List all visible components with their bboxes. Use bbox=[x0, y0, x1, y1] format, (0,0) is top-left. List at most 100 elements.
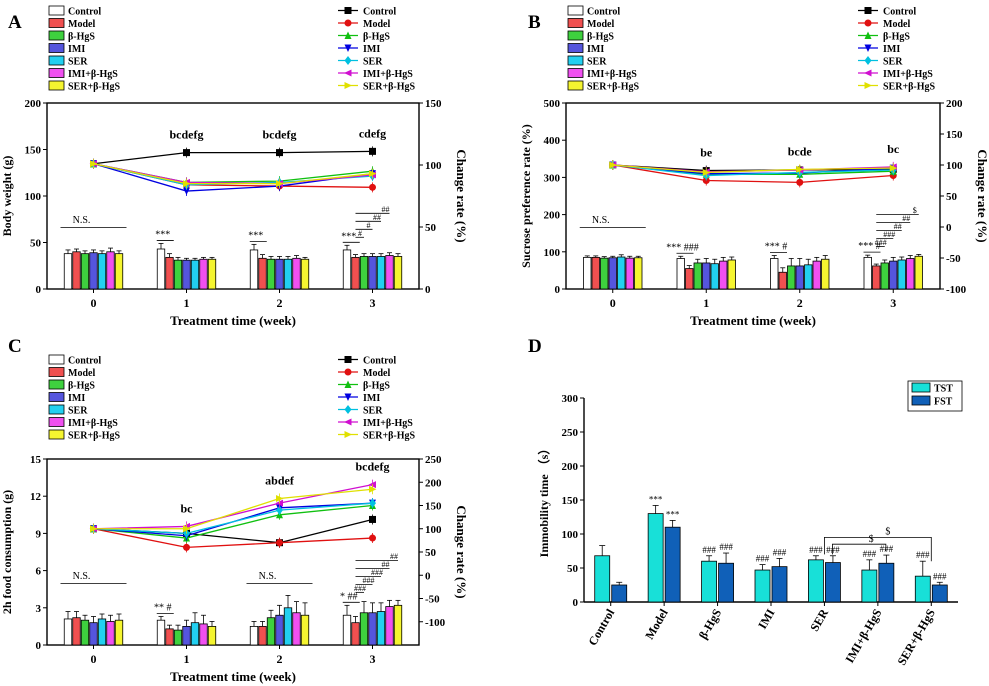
y-tick-label: 250 bbox=[562, 427, 579, 439]
bar-annotation: *** bbox=[155, 229, 170, 240]
bar bbox=[182, 259, 191, 290]
bar-annotation: ### bbox=[880, 544, 894, 554]
line-point bbox=[889, 164, 898, 172]
bar bbox=[878, 562, 895, 603]
bar-annotation: N.S. bbox=[73, 571, 91, 582]
bar bbox=[342, 249, 352, 290]
bar bbox=[292, 257, 301, 290]
bar-annotation: N.S. bbox=[592, 215, 610, 226]
bar-annotation: ### bbox=[756, 554, 770, 564]
bar bbox=[880, 262, 889, 290]
legend-label: SER+β-HgS bbox=[68, 82, 121, 93]
legend-marker bbox=[344, 44, 352, 52]
series-line bbox=[93, 528, 373, 549]
legend-marker bbox=[344, 368, 352, 376]
bar bbox=[283, 607, 293, 646]
legend-label: SER+β-HgS bbox=[68, 431, 121, 442]
bar bbox=[342, 614, 352, 646]
y2-tick-label: 50 bbox=[425, 222, 437, 234]
bar bbox=[863, 256, 872, 290]
legend-label: IMI+β-HgS bbox=[883, 69, 933, 80]
bar bbox=[889, 260, 898, 290]
legend-label: IMI+β-HgS bbox=[68, 69, 118, 80]
line-point bbox=[369, 170, 377, 178]
legend-swatch bbox=[48, 18, 65, 28]
line-point bbox=[796, 165, 804, 173]
legend-swatch bbox=[48, 5, 65, 16]
bar bbox=[80, 619, 90, 646]
y2-tick-label: 50 bbox=[425, 547, 437, 559]
sig-bracket bbox=[824, 537, 932, 562]
series-line bbox=[612, 164, 894, 174]
legend-label: β-HgS bbox=[883, 32, 910, 43]
y2-tick-label: 150 bbox=[425, 501, 442, 513]
legend-swatch bbox=[911, 382, 931, 393]
bar-annotation: *** bbox=[341, 231, 356, 242]
bar bbox=[625, 257, 634, 290]
hash-annotation: ## bbox=[373, 213, 381, 222]
line-annotation: bcde bbox=[788, 144, 813, 158]
bar bbox=[207, 626, 217, 646]
y2-tick-label: 100 bbox=[425, 160, 442, 172]
legend-label: IMI+β-HgS bbox=[587, 69, 637, 80]
legend-label: TST bbox=[934, 384, 953, 395]
hash-annotation: ### bbox=[354, 584, 366, 593]
sig-bracket bbox=[832, 543, 887, 555]
y-tick-label: 3 bbox=[36, 603, 42, 615]
y2-axis-label: Change rate (%) bbox=[454, 505, 469, 598]
bar-annotation: ### bbox=[933, 571, 947, 581]
bar-annotation: *** bbox=[248, 230, 263, 241]
bar bbox=[199, 623, 208, 646]
series-line bbox=[93, 502, 373, 535]
y2-tick-label: 200 bbox=[946, 98, 963, 110]
legend-label: Model bbox=[363, 19, 390, 30]
y2-tick-label: 150 bbox=[946, 129, 963, 141]
y-tick-label: 100 bbox=[562, 529, 579, 541]
legend-marker bbox=[864, 31, 872, 39]
legend-swatch bbox=[48, 404, 65, 415]
legend-marker bbox=[864, 44, 872, 52]
panel-label: B bbox=[528, 12, 541, 33]
legend-label: Control bbox=[68, 7, 101, 18]
line-point bbox=[369, 515, 376, 523]
legend-label: IMI bbox=[68, 44, 85, 55]
series-line bbox=[93, 488, 373, 530]
legend-marker bbox=[864, 82, 872, 89]
line-point bbox=[183, 525, 191, 533]
legend-label: SER bbox=[587, 57, 607, 68]
line-annotation: bc bbox=[887, 142, 900, 156]
legend-label: IMI bbox=[363, 393, 380, 404]
bar bbox=[664, 526, 681, 603]
legend-swatch bbox=[48, 354, 65, 365]
bar bbox=[608, 257, 617, 290]
legend-swatch bbox=[48, 80, 65, 91]
legend-marker bbox=[344, 393, 352, 401]
y-axis-label: Body weight (g) bbox=[0, 156, 14, 237]
bar bbox=[114, 253, 124, 290]
legend-label: SER bbox=[363, 57, 383, 68]
bar bbox=[611, 584, 628, 603]
bar bbox=[821, 258, 830, 290]
legend-label: IMI bbox=[68, 393, 85, 404]
legend-label: IMI bbox=[587, 44, 604, 55]
bar bbox=[685, 268, 694, 290]
bar bbox=[359, 256, 369, 290]
bar bbox=[351, 622, 360, 646]
y2-tick-label: 100 bbox=[425, 524, 442, 536]
bar-annotation: *** # bbox=[765, 242, 788, 253]
bar bbox=[376, 611, 386, 646]
legend-swatch bbox=[48, 68, 65, 78]
hash-annotation: ## bbox=[894, 222, 902, 231]
legend-swatch bbox=[48, 43, 65, 53]
legend-marker bbox=[344, 431, 352, 438]
y2-tick-label: 0 bbox=[425, 284, 431, 296]
y-tick-label: 15 bbox=[30, 454, 42, 466]
bar-annotation: ### bbox=[809, 545, 823, 555]
bar bbox=[872, 265, 881, 290]
y2-tick-label: 50 bbox=[946, 191, 958, 203]
bar bbox=[931, 584, 948, 603]
x-tick-label: SER bbox=[807, 606, 831, 634]
y-tick-label: 500 bbox=[544, 98, 561, 110]
y2-tick-label: -100 bbox=[425, 617, 446, 629]
legend-label: SER bbox=[68, 406, 88, 417]
